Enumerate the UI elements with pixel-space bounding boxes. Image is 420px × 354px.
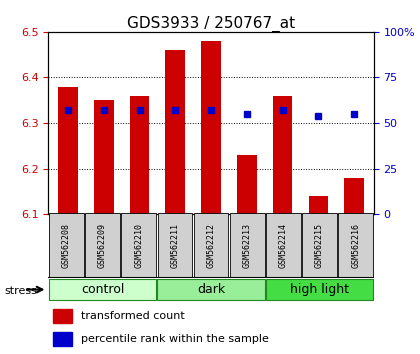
Text: stress: stress bbox=[4, 286, 37, 296]
Text: GSM562208: GSM562208 bbox=[62, 223, 71, 268]
Text: GSM562210: GSM562210 bbox=[134, 223, 143, 268]
Bar bbox=[157, 279, 265, 301]
Bar bbox=[58, 87, 78, 214]
Bar bbox=[344, 178, 364, 214]
Text: GSM562211: GSM562211 bbox=[171, 223, 179, 268]
Bar bbox=[339, 213, 373, 277]
Bar bbox=[49, 213, 84, 277]
Bar bbox=[273, 96, 292, 214]
Bar bbox=[121, 213, 156, 277]
Bar bbox=[309, 196, 328, 214]
Bar bbox=[53, 309, 72, 323]
Bar bbox=[266, 213, 301, 277]
Bar bbox=[230, 213, 265, 277]
Text: GSM562216: GSM562216 bbox=[351, 223, 360, 268]
Bar bbox=[49, 279, 156, 301]
Text: GSM562209: GSM562209 bbox=[98, 223, 107, 268]
Text: GSM562213: GSM562213 bbox=[243, 223, 252, 268]
Bar bbox=[266, 279, 373, 301]
Title: GDS3933 / 250767_at: GDS3933 / 250767_at bbox=[127, 16, 295, 32]
Text: dark: dark bbox=[197, 283, 225, 296]
Bar bbox=[302, 213, 337, 277]
Bar bbox=[194, 213, 228, 277]
Text: GSM562214: GSM562214 bbox=[279, 223, 288, 268]
Bar bbox=[85, 213, 120, 277]
Bar bbox=[158, 213, 192, 277]
Bar bbox=[94, 100, 113, 214]
Bar bbox=[53, 332, 72, 346]
Bar bbox=[201, 41, 221, 214]
Text: GSM562212: GSM562212 bbox=[207, 223, 215, 268]
Text: percentile rank within the sample: percentile rank within the sample bbox=[81, 334, 269, 344]
Text: control: control bbox=[81, 283, 124, 296]
Bar bbox=[130, 96, 150, 214]
Text: high light: high light bbox=[290, 283, 349, 296]
Text: GSM562215: GSM562215 bbox=[315, 223, 324, 268]
Bar bbox=[237, 155, 257, 214]
Text: transformed count: transformed count bbox=[81, 311, 185, 321]
Bar bbox=[165, 50, 185, 214]
